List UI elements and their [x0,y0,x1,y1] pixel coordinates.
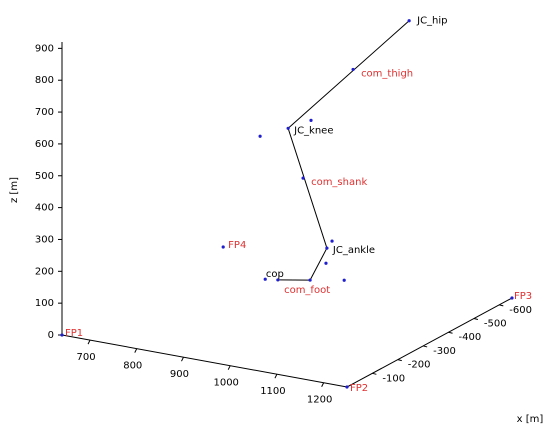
x-tick [274,373,278,379]
point-label: com_shank [311,177,367,188]
x-tick [181,356,184,362]
point-marker [309,118,313,122]
point-marker [510,296,514,300]
point-marker [60,333,64,337]
point-label: FP2 [350,383,368,394]
point-marker [258,134,262,138]
x-tick-label: 1000 [213,378,238,389]
y-tick-label: -100 [382,373,405,384]
x-axis-label: x [m] [517,414,544,425]
y-tick-label: -600 [509,305,532,316]
z-tick-label: 100 [35,298,54,309]
point-marker [263,277,267,281]
y-tick [448,331,453,334]
y-tick-label: -200 [408,360,431,371]
point-label: FP3 [514,291,532,302]
z-tick-label: 700 [35,107,54,118]
point-marker [342,278,346,282]
point-marker [351,67,355,72]
point-marker [324,261,328,265]
z-tick-label: 500 [35,171,54,182]
point-marker [308,278,312,282]
x-tick [227,365,231,370]
z-tick-label: 800 [35,75,54,86]
point-label: FP4 [228,240,246,251]
point-marker [301,176,305,180]
y-tick-label: -300 [433,346,456,357]
point-label: FP1 [65,328,83,339]
point-marker [330,239,334,243]
point-label: JC_hip [416,16,447,27]
point-label: cop [266,269,284,280]
z-tick-label: 600 [35,139,54,150]
z-tick-label: 900 [35,43,54,54]
axis-line [61,334,348,388]
x-tick-label: 800 [123,361,142,372]
x-tick-label: 1100 [260,386,285,397]
x-tick [321,382,325,387]
z-tick-label: 0 [48,330,54,341]
y-tick [372,372,377,375]
point-marker [221,245,225,249]
x-tick-label: 700 [76,352,95,363]
x-tick [87,339,91,345]
z-tick-label: 300 [35,234,54,245]
point-label: JC_knee [293,125,333,136]
y-tick-label: -500 [484,319,507,330]
x-tick-label: 1200 [307,395,332,406]
x-tick-label: 900 [170,369,189,380]
z-tick-label: 400 [35,203,54,214]
skeleton-line [277,20,410,281]
point-label: com_thigh [361,68,413,79]
point-marker [345,385,349,389]
z-axis-label: z [m] [9,177,20,203]
y-tick [499,304,504,307]
point-label: com_foot [284,285,330,296]
axis-line [346,297,513,388]
y-tick [397,359,402,362]
y-tick-label: -400 [459,332,482,343]
x-tick [134,348,138,353]
point-label: JC_ankle [332,245,375,256]
point-marker [325,246,329,250]
z-tick-label: 200 [35,266,54,277]
y-tick [473,318,479,321]
point-marker [407,19,411,23]
y-tick [423,345,428,348]
point-marker [276,278,280,282]
point-marker [286,126,290,130]
